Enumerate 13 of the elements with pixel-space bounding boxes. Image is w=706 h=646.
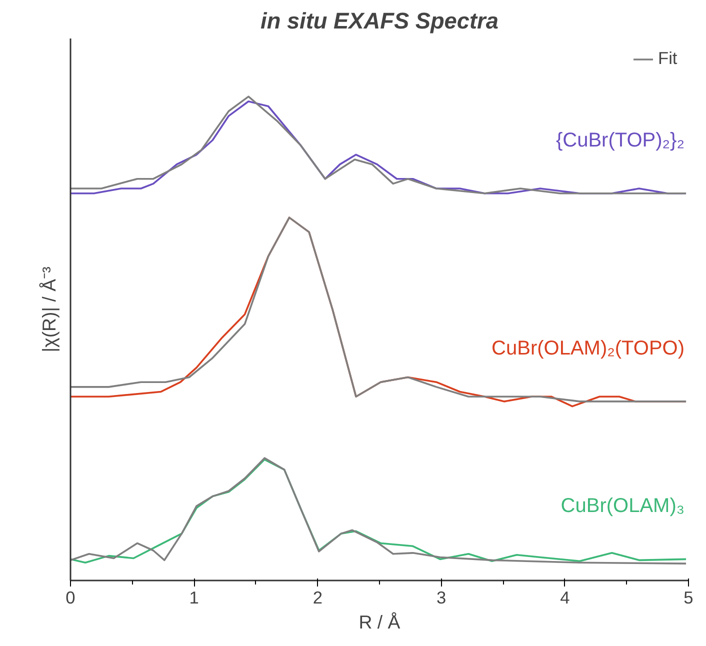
x-tick-label: 2 bbox=[312, 588, 323, 608]
series-label: {CuBr(TOP)₂}₂ bbox=[556, 129, 685, 152]
series-label: CuBr(OLAM)₂(TOPO) bbox=[492, 337, 685, 360]
x-tick-label: 0 bbox=[66, 588, 76, 608]
x-axis-title: R / Å bbox=[358, 612, 401, 632]
x-tick-label: 1 bbox=[189, 588, 199, 608]
legend-label: Fit bbox=[658, 48, 678, 69]
text: CuBr(OLAM)₃ bbox=[560, 495, 685, 518]
x-tick-label: 3 bbox=[436, 588, 446, 608]
y-axis-title: |χ(R)| / Å⁻³ bbox=[38, 266, 60, 352]
chart-title: in situ EXAFS Spectra bbox=[260, 8, 498, 34]
x-tick-label: 4 bbox=[560, 588, 570, 608]
x-tick-label: 5 bbox=[684, 588, 694, 608]
